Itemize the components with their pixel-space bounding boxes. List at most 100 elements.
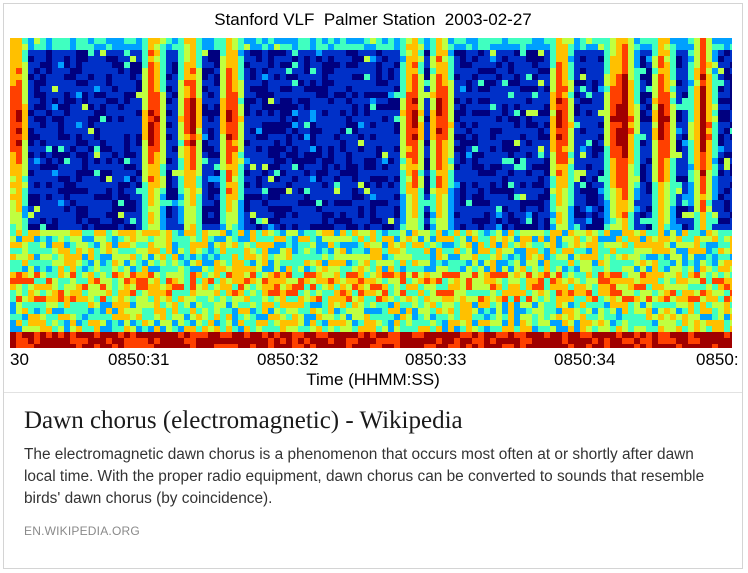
spectrogram-cell	[394, 68, 400, 74]
spectrogram-cell	[544, 110, 550, 116]
spectrogram-cell	[688, 164, 694, 170]
spectrogram-cell	[214, 74, 220, 80]
spectrogram-cell	[184, 188, 190, 194]
spectrogram-cell	[556, 122, 562, 128]
spectrogram-cell	[418, 74, 424, 80]
spectrogram-cell	[130, 152, 136, 158]
spectrogram-cell	[676, 272, 682, 278]
spectrogram-cell	[424, 134, 430, 140]
spectrogram-cell	[46, 200, 52, 206]
spectrogram-cell	[184, 278, 190, 284]
spectrogram-cell	[460, 218, 466, 224]
spectrogram-cell	[190, 206, 196, 212]
spectrogram-cell	[328, 50, 334, 56]
search-result-card[interactable]: Stanford VLF Palmer Station 2003-02-27 3…	[3, 3, 743, 569]
spectrogram-cell	[694, 200, 700, 206]
spectrogram-cell	[382, 188, 388, 194]
spectrogram-cell	[256, 266, 262, 272]
spectrogram-cell	[184, 104, 190, 110]
spectrogram-cell	[586, 110, 592, 116]
spectrogram-cell	[202, 44, 208, 50]
spectrogram-cell	[226, 44, 232, 50]
spectrogram-cell	[418, 194, 424, 200]
spectrogram-cell	[22, 158, 28, 164]
spectrogram-cell	[298, 134, 304, 140]
spectrogram-cell	[388, 146, 394, 152]
spectrogram-cell	[388, 254, 394, 260]
spectrogram-cell	[622, 242, 628, 248]
spectrogram-cell	[730, 44, 732, 50]
spectrogram-cell	[202, 194, 208, 200]
spectrogram-cell	[574, 62, 580, 68]
spectrogram-cell	[472, 266, 478, 272]
spectrogram-cell	[334, 128, 340, 134]
spectrogram-cell	[154, 212, 160, 218]
spectrogram-cell	[508, 134, 514, 140]
spectrogram-cell	[550, 206, 556, 212]
spectrogram-cell	[646, 38, 652, 44]
spectrogram-cell	[616, 56, 622, 62]
spectrogram-cell	[580, 62, 586, 68]
spectrogram-cell	[250, 248, 256, 254]
spectrogram-cell	[10, 146, 16, 152]
spectrogram-cell	[688, 200, 694, 206]
spectrogram-cell	[580, 86, 586, 92]
spectrogram-cell	[688, 140, 694, 146]
spectrogram-cell	[412, 134, 418, 140]
spectrogram-cell	[574, 68, 580, 74]
spectrogram-cell	[100, 62, 106, 68]
spectrogram-cell	[190, 212, 196, 218]
spectrogram-cell	[634, 110, 640, 116]
spectrogram-cell	[316, 98, 322, 104]
spectrogram-cell	[472, 212, 478, 218]
spectrogram-cell	[364, 80, 370, 86]
spectrogram-cell	[544, 158, 550, 164]
spectrogram-cell	[592, 278, 598, 284]
spectrogram-cell	[454, 98, 460, 104]
spectrogram-cell	[634, 200, 640, 206]
spectrogram-cell	[352, 146, 358, 152]
spectrogram-cell	[568, 116, 574, 122]
spectrogram-cell	[22, 104, 28, 110]
spectrogram-cell	[118, 182, 124, 188]
spectrogram-cell	[382, 218, 388, 224]
spectrogram-cell	[460, 152, 466, 158]
spectrogram-cell	[418, 116, 424, 122]
spectrogram-cell	[214, 140, 220, 146]
spectrogram-cell	[538, 182, 544, 188]
spectrogram-cell	[616, 200, 622, 206]
spectrogram-cell	[340, 194, 346, 200]
spectrogram-cell	[160, 62, 166, 68]
spectrogram-cell	[562, 134, 568, 140]
spectrogram-cell	[712, 188, 718, 194]
spectrogram-cell	[562, 68, 568, 74]
spectrogram-cell	[670, 56, 676, 62]
spectrogram-cell	[334, 98, 340, 104]
spectrogram-cell	[106, 86, 112, 92]
spectrogram-cell	[196, 254, 202, 260]
spectrogram-cell	[52, 128, 58, 134]
spectrogram-cell	[238, 56, 244, 62]
spectrogram-cell	[556, 218, 562, 224]
spectrogram-image[interactable]: Stanford VLF Palmer Station 2003-02-27 3…	[4, 4, 742, 392]
spectrogram-cell	[52, 278, 58, 284]
spectrogram-cell	[406, 218, 412, 224]
spectrogram-cell	[76, 92, 82, 98]
spectrogram-cell	[568, 188, 574, 194]
spectrogram-cell	[544, 206, 550, 212]
spectrogram-cell	[166, 152, 172, 158]
spectrogram-cell	[202, 56, 208, 62]
spectrogram-cell	[346, 194, 352, 200]
spectrogram-cell	[238, 38, 244, 44]
spectrogram-cell	[628, 140, 634, 146]
spectrogram-cell	[628, 74, 634, 80]
spectrogram-cell	[382, 122, 388, 128]
spectrogram-cell	[208, 182, 214, 188]
spectrogram-cell	[58, 50, 64, 56]
spectrogram-cell	[208, 176, 214, 182]
spectrogram-cell	[232, 44, 238, 50]
spectrogram-cell	[304, 236, 310, 242]
spectrogram-cell	[652, 74, 658, 80]
spectrogram-cell	[604, 56, 610, 62]
spectrogram-cell	[598, 50, 604, 56]
